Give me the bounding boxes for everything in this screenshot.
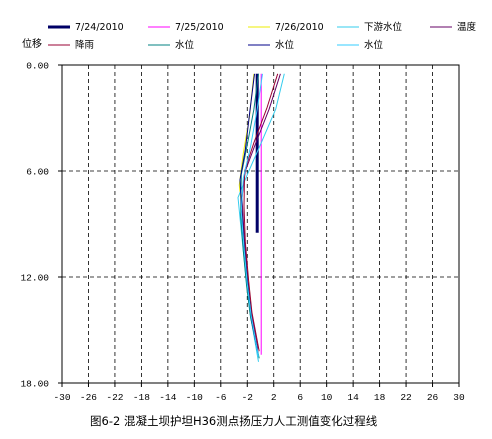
x-tick-label: -2 xyxy=(242,392,254,403)
legend-label: 7/25/2010 xyxy=(175,22,224,33)
y-tick-label: 0.00 xyxy=(26,61,49,72)
x-tick-label: -26 xyxy=(80,392,97,403)
legend-label: 水位 xyxy=(275,39,295,51)
x-tick-label: -10 xyxy=(186,392,203,403)
x-tick-label: -22 xyxy=(106,392,123,403)
legend-label: 水位 xyxy=(175,39,195,51)
axes: -30 -26 -22 -18 -14 -10 -6 -2 2 6 10 14 18 22 26 300.00… xyxy=(20,61,465,404)
x-tick-label: 26 xyxy=(427,392,439,403)
plot-frame xyxy=(61,64,460,384)
series-lines xyxy=(237,73,285,362)
x-tick-label: -14 xyxy=(159,392,176,403)
series-line xyxy=(243,73,279,352)
legend-label: 温度 xyxy=(457,21,477,33)
x-tick-label: -30 xyxy=(53,392,70,403)
x-tick-label: -18 xyxy=(133,392,150,403)
x-tick-label: 30 xyxy=(453,392,465,403)
legend-label: 7/26/2010 xyxy=(275,22,324,33)
x-tick-label: 18 xyxy=(374,392,386,403)
figure-caption: 图6-2 混凝土坝护坦H36测点扬压力人工测值变化过程线 xyxy=(90,414,378,428)
y-tick-label: 6.00 xyxy=(26,167,49,178)
y-tick-label: 12.00 xyxy=(20,273,49,284)
legend-label: 7/24/2010 xyxy=(75,22,124,33)
grid xyxy=(62,65,459,383)
x-tick-label: 22 xyxy=(400,392,412,403)
legend-label: 水位 xyxy=(364,39,384,51)
legend-label: 下游水位 xyxy=(364,21,403,33)
y-axis-label: 位移 xyxy=(22,37,42,50)
series-line xyxy=(240,73,263,357)
x-tick-label: -6 xyxy=(215,392,227,403)
legend-label: 降雨 xyxy=(75,39,94,51)
x-tick-label: 14 xyxy=(347,392,359,403)
y-tick-label: 18.00 xyxy=(20,379,49,390)
x-tick-label: 2 xyxy=(271,392,277,403)
x-tick-label: 6 xyxy=(297,392,303,403)
x-tick-label: 10 xyxy=(321,392,333,403)
series-line xyxy=(240,73,260,359)
